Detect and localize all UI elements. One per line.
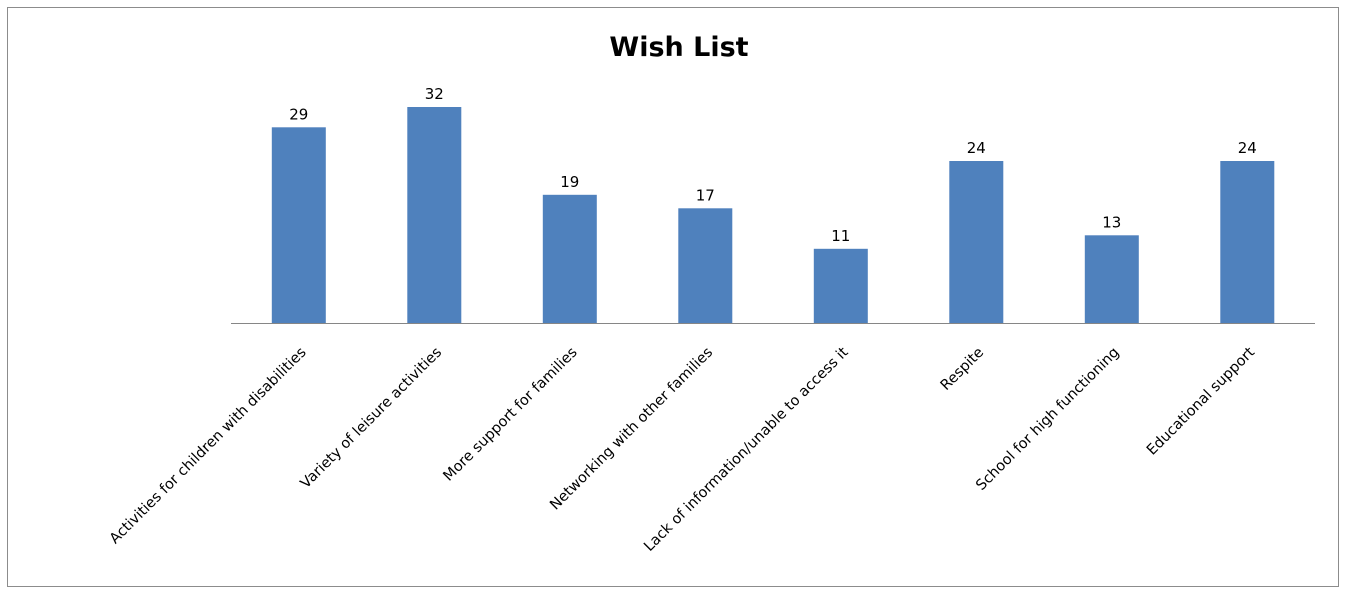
bars-group: [271, 107, 1275, 324]
category-tick-label: Variety of leisure activities: [298, 345, 445, 492]
category-tick-label: School for high functioning: [973, 345, 1122, 494]
bar: [1084, 235, 1139, 324]
bar: [813, 248, 868, 324]
category-tick-label: Respite: [938, 344, 987, 393]
category-tick-label: Networking with other families: [547, 345, 716, 514]
bar-value-label: 24: [1238, 139, 1257, 157]
bar-value-label: 24: [967, 139, 986, 157]
bar-value-label: 17: [696, 186, 715, 204]
bar-value-label: 13: [1102, 213, 1121, 231]
bar: [949, 161, 1004, 323]
bar-value-label: 11: [831, 227, 850, 245]
bar: [542, 194, 597, 324]
value-labels-group: 29 32 19 17 11 24 13 24: [289, 85, 1257, 245]
bar: [407, 107, 462, 323]
bar-value-label: 32: [425, 85, 444, 103]
category-tick-label: Educational support: [1144, 344, 1258, 458]
bar: [271, 127, 326, 324]
bar-value-label: 19: [560, 173, 579, 191]
category-tick-label: Activities for children with disabilitie…: [107, 345, 310, 548]
category-labels-group: Activities for children with disabilitie…: [107, 344, 1258, 555]
bar: [1220, 161, 1275, 323]
bar: [678, 208, 733, 324]
chart-title: Wish List: [609, 32, 748, 63]
bar-value-label: 29: [289, 105, 308, 123]
category-tick-label: More support for families: [441, 345, 581, 485]
